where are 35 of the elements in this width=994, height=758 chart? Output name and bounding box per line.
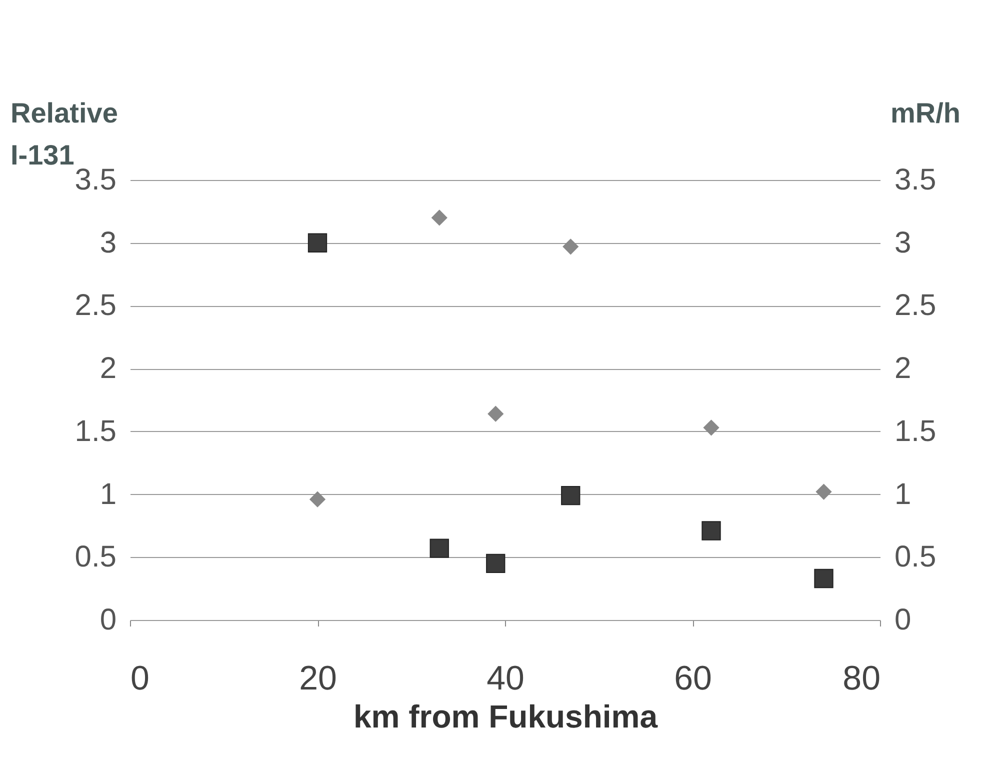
point <box>561 486 580 506</box>
x-axis-title: km from Fukushima <box>353 698 658 734</box>
y-tick-label: 0.5 <box>74 540 116 574</box>
y-tick-label: 2.5 <box>74 289 116 322</box>
y2-tick-label: 2 <box>894 352 912 386</box>
point <box>703 420 720 436</box>
point <box>486 554 506 574</box>
point <box>816 484 832 500</box>
y2-tick-label: 0.5 <box>894 540 936 574</box>
point <box>308 233 328 252</box>
y2-tick-label: 3.5 <box>894 164 936 196</box>
point <box>702 521 721 540</box>
x-tick-label: 20 <box>299 660 337 698</box>
y-tick-label: 1.5 <box>74 414 116 448</box>
y-tick-label: 3 <box>100 226 116 260</box>
y-tick-label: 0 <box>100 604 116 636</box>
point <box>431 210 448 226</box>
x-tick-label: 0 <box>130 660 150 698</box>
point <box>430 538 449 558</box>
y2-axis-title: mR/h <box>890 98 960 128</box>
y2-tick-label: 2.5 <box>894 289 936 322</box>
point <box>562 238 579 255</box>
point <box>488 406 504 422</box>
y-tick-label: 1 <box>100 478 116 511</box>
y-tick-label: 2 <box>100 352 116 386</box>
y2-tick-label: 0 <box>894 604 912 636</box>
y2-tick-label: 1.5 <box>894 414 936 448</box>
y-tick-label: 3.5 <box>74 164 116 196</box>
point <box>309 491 326 508</box>
x-tick-label: 60 <box>674 660 712 698</box>
x-tick-label: 80 <box>842 660 880 698</box>
y2-tick-label: 3 <box>894 226 912 260</box>
y2-tick-label: 1 <box>894 478 912 511</box>
x-tick-label: 40 <box>486 660 524 698</box>
point <box>814 568 834 588</box>
